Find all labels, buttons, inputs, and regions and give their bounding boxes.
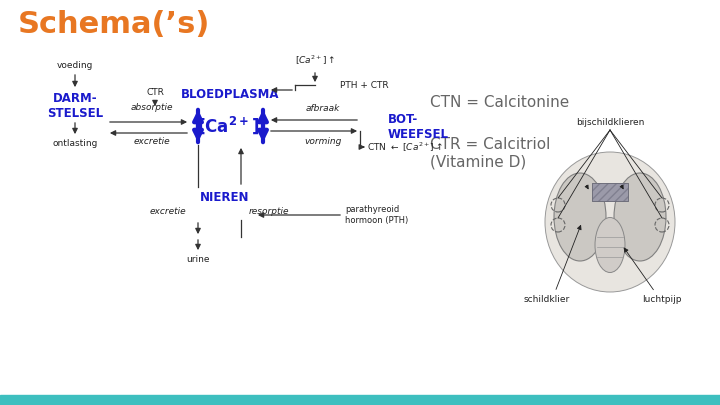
- Bar: [592, 183, 628, 201]
- Text: CTR = Calcitriol
(Vitamine D): CTR = Calcitriol (Vitamine D): [430, 137, 550, 169]
- Text: Schema(’s): Schema(’s): [18, 10, 210, 39]
- Text: parathyreoid
hormoon (PTH): parathyreoid hormoon (PTH): [345, 205, 408, 225]
- Ellipse shape: [614, 173, 666, 261]
- Text: vorming: vorming: [305, 137, 342, 146]
- Text: BOT-
WEEFSEL: BOT- WEEFSEL: [388, 113, 449, 141]
- Text: excretie: excretie: [149, 207, 186, 215]
- Ellipse shape: [595, 217, 625, 273]
- Text: NIEREN: NIEREN: [200, 191, 250, 204]
- Text: urine: urine: [186, 255, 210, 264]
- Bar: [592, 183, 628, 201]
- Text: luchtpijp: luchtpijp: [642, 295, 682, 304]
- Text: resorptie: resorptie: [249, 207, 289, 215]
- Text: absorptie: absorptie: [131, 103, 174, 112]
- Text: CTR: CTR: [146, 88, 164, 97]
- Ellipse shape: [545, 152, 675, 292]
- Text: bijschildklieren: bijschildklieren: [576, 118, 644, 127]
- Text: $\mathbf{[Ca^{2+}]_e}$: $\mathbf{[Ca^{2+}]_e}$: [197, 115, 269, 138]
- Text: DARM-
STELSEL: DARM- STELSEL: [47, 92, 103, 120]
- Text: CTN = Calcitonine: CTN = Calcitonine: [430, 95, 570, 110]
- Text: $[Ca^{2+}]\uparrow$: $[Ca^{2+}]\uparrow$: [294, 54, 336, 67]
- Text: PTH + CTR: PTH + CTR: [340, 81, 389, 90]
- Text: CTN $\leftarrow$ $[Ca^{2+}]\uparrow$: CTN $\leftarrow$ $[Ca^{2+}]\uparrow$: [367, 141, 443, 153]
- Text: voeding: voeding: [57, 61, 93, 70]
- Text: schildklier: schildklier: [524, 295, 570, 304]
- Text: excretie: excretie: [134, 137, 171, 146]
- Ellipse shape: [554, 173, 606, 261]
- Text: afbraak: afbraak: [306, 104, 340, 113]
- Text: ontlasting: ontlasting: [53, 139, 98, 148]
- Text: BLOEDPLASMA: BLOEDPLASMA: [181, 88, 279, 101]
- Bar: [0, 395, 720, 405]
